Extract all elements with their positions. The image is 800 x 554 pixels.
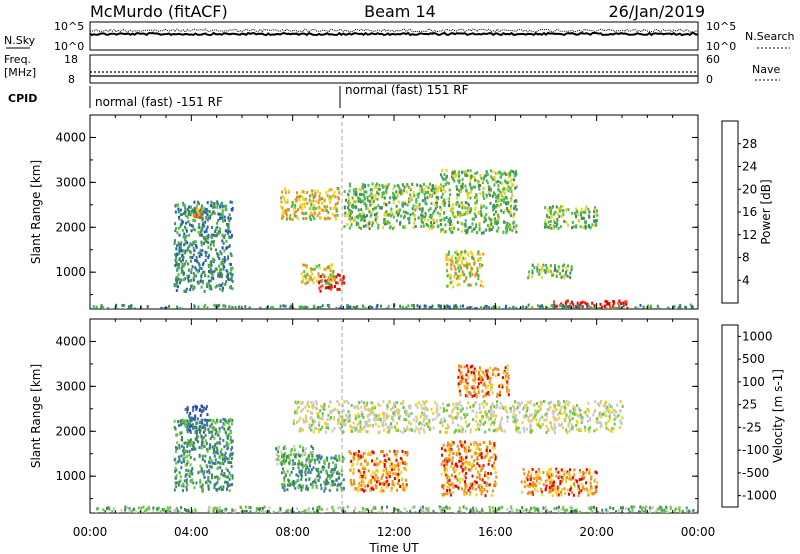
velocity-colorbar-tick: -100: [742, 443, 769, 457]
noise-right-label: N.Search: [745, 30, 795, 43]
noise-left-tick-bottom: 10^0: [54, 40, 84, 53]
power-ylabel: Slant Range [km]: [29, 160, 43, 264]
station-title: McMurdo (fitACF): [90, 2, 228, 21]
nave-label: Nave: [752, 63, 780, 76]
noise-panel-frame: [89, 21, 699, 51]
velocity-ytick-label: 1000: [55, 469, 86, 483]
beam-title: Beam 14: [364, 2, 436, 21]
noise-panel: N.Sky 10^5 10^0 10^5 10^0 N.Search: [4, 20, 795, 53]
xtick-label: 08:00: [275, 525, 310, 539]
velocity-echo-region: [173, 417, 234, 493]
velocity-echo-region: [457, 364, 510, 399]
velocity-colorbar-tick: 100: [742, 375, 765, 389]
velocity-echo-region: [95, 505, 698, 513]
velocity-colorbar-label: Velocity [m s-1]: [771, 369, 785, 463]
xtick-label: 20:00: [579, 525, 614, 539]
velocity-echo-region: [292, 399, 624, 435]
power-colorbar-tick: 24: [742, 160, 757, 174]
power-ytick-label: 1000: [55, 265, 86, 279]
xtick-label: 04:00: [174, 525, 209, 539]
noise-left-label: N.Sky: [4, 34, 36, 47]
xtick-label: 12:00: [377, 525, 412, 539]
velocity-echo-region: [440, 440, 498, 498]
xtick-label: 16:00: [478, 525, 513, 539]
power-echo-region: [543, 205, 599, 230]
power-echo-region: [343, 182, 442, 231]
power-echo-region: [300, 263, 335, 287]
sky-noise-trace: [89, 31, 699, 37]
velocity-colorbar-tick: -1000: [742, 489, 777, 503]
power-echo-region: [280, 187, 341, 222]
xtick-label: 00:00: [73, 525, 108, 539]
cpid-mode-1: normal (fast) -151 RF: [95, 95, 223, 109]
velocity-colorbar-tick: -25: [742, 420, 762, 434]
noise-right-tick-top: 10^5: [706, 20, 736, 33]
search-noise-trace: [89, 28, 699, 33]
date-title: 26/Jan/2019: [608, 2, 705, 21]
power-ytick-label: 4000: [55, 130, 86, 144]
freq-label-line2: [MHz]: [4, 66, 36, 79]
velocity-ylabel: Slant Range [km]: [29, 364, 43, 468]
power-ytick-label: 2000: [55, 220, 86, 234]
velocity-panel: 1000 2000 3000 4000 Slant Range [km] 1000 50…: [29, 318, 785, 514]
noise-right-tick-bottom: 10^0: [706, 40, 736, 53]
power-colorbar-tick: 28: [742, 137, 757, 151]
power-echo-region: [444, 249, 485, 289]
freq-left-tick-top: 18: [64, 53, 78, 66]
freq-panel: Freq. [MHz] 18 8 60 0 Nave: [4, 53, 780, 86]
freq-label-line1: Freq.: [4, 53, 31, 66]
cpid-panel: CPID normal (fast) -151 RF normal (fast)…: [8, 83, 469, 109]
power-echo-region: [439, 168, 518, 235]
cpid-mode-2: normal (fast) 151 RF: [345, 83, 469, 97]
freq-right-tick-bottom: 0: [706, 73, 713, 86]
xaxis-label: Time UT: [368, 541, 419, 554]
velocity-echo-region: [520, 467, 599, 498]
velocity-colorbar-tick: -500: [742, 466, 769, 480]
freq-left-tick-bottom: 8: [68, 73, 75, 86]
power-panel: 1000 2000 3000 4000 Slant Range [km] 28 24 20…: [29, 114, 773, 310]
xtick-label: 00:00: [681, 525, 716, 539]
velocity-colorbar-tick: 500: [742, 352, 765, 366]
velocity-ytick-label: 4000: [55, 334, 86, 348]
velocity-colorbar-tick: 25: [742, 398, 757, 412]
velocity-ytick-label: 2000: [55, 424, 86, 438]
noise-left-tick-top: 10^5: [54, 20, 84, 33]
power-colorbar-tick: 20: [742, 182, 757, 196]
freq-right-tick-top: 60: [706, 53, 720, 66]
power-colorbar-tick: 12: [742, 228, 757, 242]
cpid-label: CPID: [8, 92, 37, 105]
velocity-ytick-label: 3000: [55, 379, 86, 393]
velocity-colorbar-tick: 1000: [742, 329, 773, 343]
freq-panel-frame: [89, 54, 699, 84]
power-colorbar-tick: 4: [742, 273, 750, 287]
power-colorbar-tick: 16: [742, 205, 757, 219]
power-colorbar-tick: 8: [742, 251, 750, 265]
power-ytick-label: 3000: [55, 175, 86, 189]
power-colorbar-label: Power [dB]: [759, 179, 773, 244]
power-echo-region: [527, 263, 573, 280]
power-echo-region: [173, 200, 234, 294]
velocity-echo-region: [348, 449, 409, 493]
